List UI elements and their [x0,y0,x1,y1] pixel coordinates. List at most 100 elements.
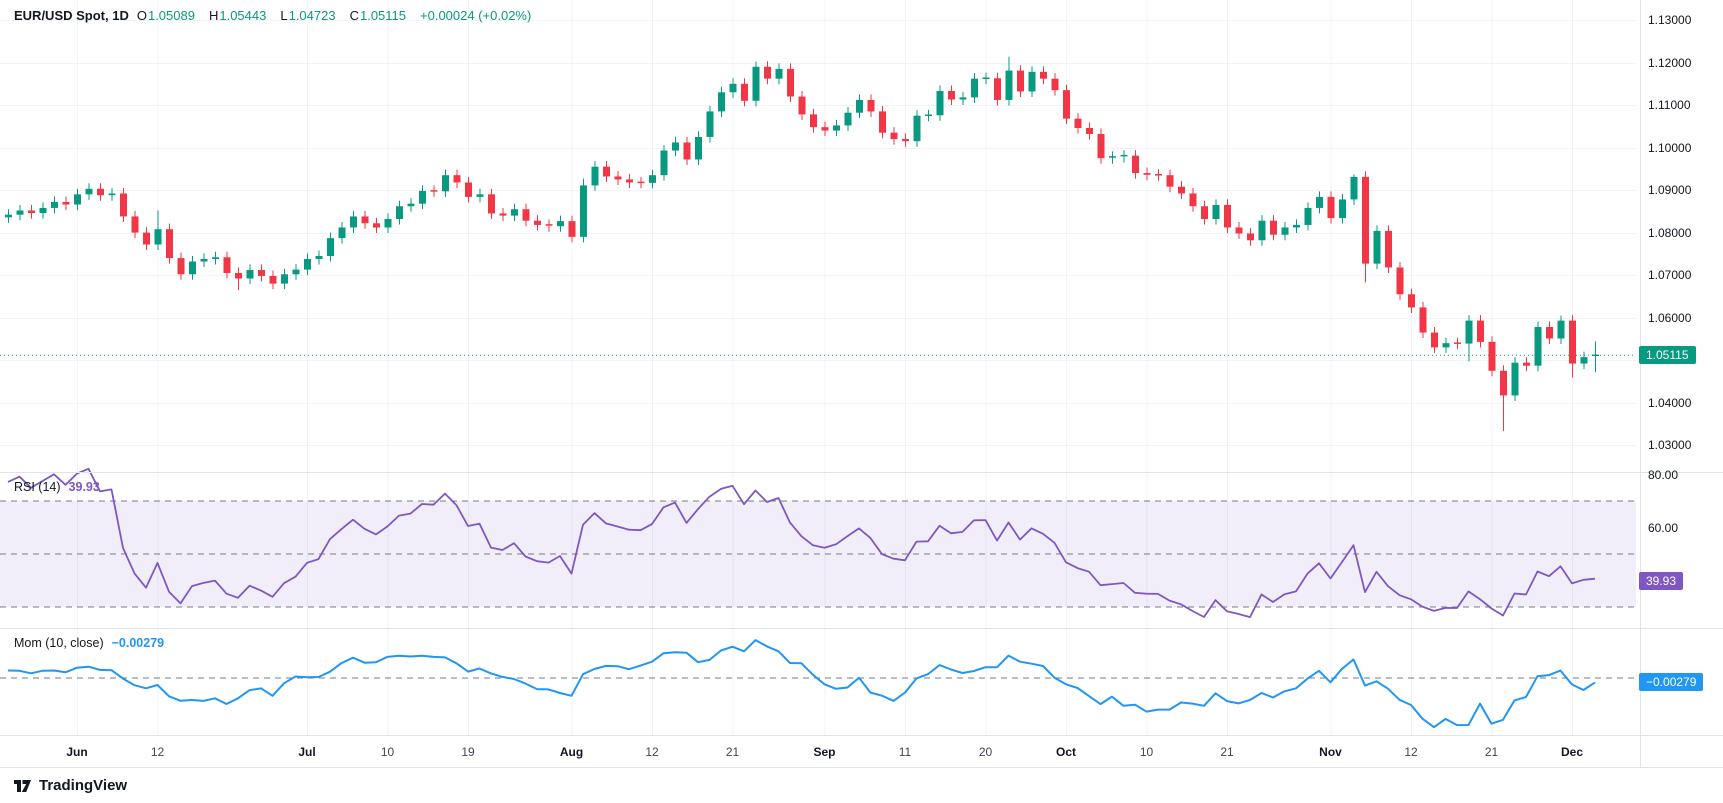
candle-body [1258,220,1266,241]
candle-body [373,223,380,228]
candle-body [51,201,58,208]
candle-body [166,229,173,259]
candle-body [1339,199,1346,219]
time-axis-label: Oct [1055,745,1077,759]
candle-body [1201,206,1208,219]
candle-body [131,216,139,233]
candle-body [752,66,760,101]
time-axis-label: Nov [1319,745,1342,759]
candle-body [39,207,47,214]
candle-body [614,176,622,180]
candle-body [327,238,334,256]
candle-body [200,258,208,262]
time-axis-label: 12 [1404,745,1418,759]
candle-body [1385,230,1392,268]
pane-separator[interactable] [0,471,1640,476]
candle-body [626,179,633,183]
candle-body [361,216,369,224]
candle-body [384,218,392,228]
candle-body [591,166,599,186]
candle-body [545,224,553,226]
ohlc-low: L1.04723 [280,8,336,23]
price-axis-label: 1.08000 [1648,225,1692,240]
candle-body [465,182,472,197]
candle-body [1465,320,1473,344]
candle-body [292,269,300,275]
price-axis-label: 1.04000 [1648,395,1692,410]
candle-body [729,83,737,93]
candle-body [430,190,438,192]
candle-body [890,132,898,140]
candle-body [764,66,771,79]
tradingview-logo-link[interactable]: TradingView [13,776,127,795]
rsi-legend: RSI (14) 39.93 [14,480,100,494]
time-axis-label: 19 [461,745,475,759]
candle-body [867,99,875,112]
candle-body [821,127,829,131]
candle-body [1419,307,1427,333]
candle-body [1005,70,1013,100]
candle-body [1235,227,1243,234]
candle-body [982,77,990,80]
candle-body [936,91,944,116]
candle-body [407,203,415,207]
time-axis-label: 21 [725,745,740,759]
time-axis-label: 12 [645,745,659,759]
price-axis-label: 1.03000 [1648,438,1692,453]
candle-body [16,210,24,215]
candle-body [28,210,35,214]
candle-body [1212,204,1220,219]
price-axis[interactable] [1640,0,1723,768]
candle-body [1155,174,1162,176]
candle-body [1546,326,1553,339]
candle-body [499,213,507,216]
candle-body [235,272,242,279]
momentum-legend: Mom (10, close) −0.00279 [14,636,164,650]
candle-body [74,194,81,205]
price-axis-label: 1.10000 [1648,140,1692,155]
ohlc-close: C1.05115 [349,8,407,23]
candle-body [189,261,196,275]
momentum-label: Mom (10, close) [14,636,104,650]
candle-body [798,96,806,115]
candle-body [453,175,461,183]
candle-body [649,175,656,183]
candle-body [856,99,863,113]
candle-body [844,112,852,126]
candle-body [1074,118,1082,129]
candle-body [1592,354,1599,357]
candle-body [1120,154,1128,157]
candle-body [5,214,12,218]
tradingview-logo-icon [14,780,31,792]
time-axis-label: Sep [813,745,836,759]
candle-body [1166,175,1174,187]
candle-body [1362,176,1369,264]
candle-body [557,221,564,227]
momentum-value-badge: −0.00279 [1639,672,1704,691]
candle-body [1097,133,1105,159]
candle-body [833,125,840,131]
candle-body [85,188,93,195]
candle-body [1086,128,1093,134]
candle-body [1040,71,1047,79]
candle-body [97,188,104,196]
candle-body [1511,362,1519,396]
candle-body [1327,196,1335,219]
candle-body [1132,155,1139,174]
candle-body [1270,220,1277,235]
current-price-badge: 1.05115 [1639,346,1696,365]
rsi-axis-label: 80.00 [1648,467,1679,482]
candle-body [879,111,886,133]
candle-body [1500,370,1507,396]
symbol-title: EUR/USD Spot, 1D [14,8,129,23]
candle-body [603,166,610,177]
candle-body [1431,332,1438,348]
candle-body [281,274,288,284]
candle-body [1396,267,1404,295]
pane-separator[interactable] [0,626,1640,631]
candle-body [1350,176,1358,200]
candle-body [442,175,449,192]
time-axis-label: Aug [559,745,584,759]
candle-body [223,257,231,273]
